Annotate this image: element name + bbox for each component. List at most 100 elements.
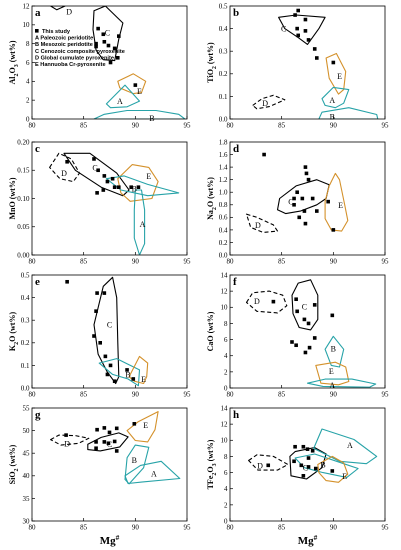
legend-item-B: B Mesozoic peridotite xyxy=(35,42,93,48)
region-label-C: C xyxy=(302,302,307,311)
region-label-E: E xyxy=(146,172,151,181)
data-point xyxy=(295,309,299,314)
region-E xyxy=(325,52,347,95)
data-point xyxy=(65,279,69,284)
x-tick-label: 90 xyxy=(330,122,338,130)
y-tick-label: 0.20 xyxy=(17,138,30,146)
y-tick-label: 4 xyxy=(224,352,228,360)
region-E xyxy=(315,361,350,386)
legend-item-A: A Paleozoic peridotite xyxy=(35,36,93,42)
region-label-D: D xyxy=(257,461,263,470)
data-point xyxy=(312,303,317,307)
y-tick-label: 1.6 xyxy=(219,151,228,159)
y-tick-label: 0.05 xyxy=(17,223,30,231)
region-label-E: E xyxy=(143,421,148,430)
region-label-C: C xyxy=(92,163,97,172)
data-point xyxy=(306,456,311,460)
region-label-D: D xyxy=(255,221,261,230)
data-point xyxy=(330,313,335,318)
data-point xyxy=(95,427,99,432)
data-point xyxy=(101,188,106,192)
region-label-A: A xyxy=(329,381,335,390)
panel-b: 80 85 90 95 0.0 0.1 0.2 0.3 0.4 0.5 TiO2 (wt%) b C E D… xyxy=(206,2,389,129)
region-C xyxy=(87,432,129,452)
region-C xyxy=(276,179,330,215)
y-tick-label: 14 xyxy=(221,404,229,412)
data-point xyxy=(102,440,107,444)
panel-letter: c xyxy=(35,143,40,155)
data-point xyxy=(94,446,98,451)
data-point xyxy=(98,341,102,345)
y-axis-label: TiO2 (wt%) xyxy=(206,42,218,83)
x-tick-label: 90 xyxy=(330,391,338,399)
region-label-D: D xyxy=(64,439,70,448)
data-point xyxy=(102,291,107,295)
y-tick-label: 35 xyxy=(23,495,31,503)
region-label-B: B xyxy=(125,370,130,379)
data-point xyxy=(296,33,300,38)
data-point xyxy=(96,168,100,173)
region-B xyxy=(98,358,141,387)
region-label-C: C xyxy=(288,198,293,207)
x-tick-label: 80 xyxy=(29,258,37,266)
data-point xyxy=(303,221,308,226)
y-tick-label: 8 xyxy=(224,320,228,328)
x-tick-label: 95 xyxy=(382,122,390,130)
data-point xyxy=(102,39,107,44)
legend-item-E: E Hannuoba Cr-pyroxenite xyxy=(35,62,106,68)
regions xyxy=(50,411,181,485)
y-axis-label: SiO2 (wt%) xyxy=(8,444,20,484)
data-point xyxy=(312,47,317,51)
region-D xyxy=(248,454,289,471)
y-tick-label: 8 xyxy=(224,453,228,461)
data-point xyxy=(315,209,319,213)
y-tick-label: 0.2 xyxy=(219,239,228,247)
data-point xyxy=(117,185,121,189)
y-tick-label: 4 xyxy=(26,78,30,86)
y-axis-label: K2O (wt%) xyxy=(8,312,20,352)
data-point xyxy=(110,176,115,181)
y-tick-label: 30 xyxy=(23,517,31,525)
data-point xyxy=(96,26,100,31)
data-point xyxy=(331,228,336,232)
region-label-D: D xyxy=(254,297,260,306)
y-tick-label: 2 xyxy=(224,368,228,376)
region-D xyxy=(245,290,288,314)
y-tick-label: 14 xyxy=(221,271,229,279)
region-B xyxy=(318,107,379,119)
region-label-C: C xyxy=(303,464,308,473)
regions xyxy=(93,276,149,387)
x-tick-label: 85 xyxy=(80,524,88,532)
data-point xyxy=(296,8,300,13)
y-tick-label: 2 xyxy=(224,501,228,509)
data-point xyxy=(94,41,98,46)
panel-letter: e xyxy=(35,276,40,288)
region-A xyxy=(124,460,181,485)
region-A xyxy=(105,84,141,109)
y-tick-label: 0.0 xyxy=(219,251,228,259)
y-tick-label: 0.6 xyxy=(219,214,228,222)
data-point xyxy=(103,354,108,359)
data-point xyxy=(115,55,120,60)
y-tick-label: 50 xyxy=(23,427,31,435)
data-point xyxy=(94,44,98,49)
region-label-E: E xyxy=(338,201,343,210)
x-tick-label: 80 xyxy=(29,524,37,532)
panel-f: 80 85 90 95 0 2 4 6 8 10 12 14 CaO (wt%) f D C B EA xyxy=(206,271,389,398)
y-tick-label: 1.2 xyxy=(219,176,228,184)
y-tick-label: 2 xyxy=(26,97,30,105)
x-tick-label: 95 xyxy=(184,258,192,266)
data-point xyxy=(95,191,99,195)
data-point xyxy=(305,447,310,451)
y-tick-label: 12 xyxy=(221,421,229,429)
region-C xyxy=(291,279,319,331)
data-point xyxy=(303,29,308,33)
x-tick-label: 90 xyxy=(330,258,338,266)
data-point xyxy=(65,159,69,164)
region-label-D: D xyxy=(61,169,67,178)
y-tick-label: 4 xyxy=(224,485,228,493)
data-point xyxy=(106,43,111,48)
data-point xyxy=(299,463,304,468)
y-tick-label: 45 xyxy=(23,450,31,458)
